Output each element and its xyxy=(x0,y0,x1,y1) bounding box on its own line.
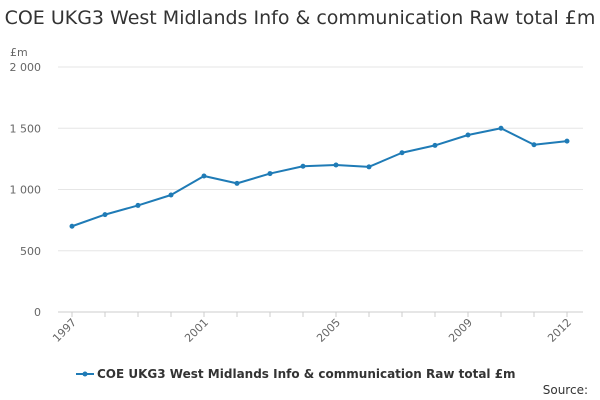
data-point[interactable] xyxy=(201,173,207,179)
y-tick-label: 2 000 xyxy=(10,61,42,74)
legend[interactable]: COE UKG3 West Midlands Info & communicat… xyxy=(76,367,516,381)
gridlines xyxy=(58,66,583,252)
x-tick-label: 2012 xyxy=(545,316,574,345)
data-point[interactable] xyxy=(267,171,273,177)
data-point[interactable] xyxy=(168,192,174,198)
data-point[interactable] xyxy=(69,223,75,229)
data-point[interactable] xyxy=(564,138,570,144)
y-tick-label: 1 000 xyxy=(10,184,42,197)
series-line-0 xyxy=(71,127,568,228)
chart-title: COE UKG3 West Midlands Info & communicat… xyxy=(4,7,596,29)
y-tick-label: 1 500 xyxy=(10,122,42,135)
data-point[interactable] xyxy=(432,142,438,148)
series-layer xyxy=(69,125,570,229)
data-point[interactable] xyxy=(531,142,537,148)
data-point[interactable] xyxy=(135,202,141,208)
x-tick-label: 2009 xyxy=(446,316,475,345)
data-point[interactable] xyxy=(465,132,471,138)
x-tick-label: 2005 xyxy=(314,316,343,345)
data-point[interactable] xyxy=(300,163,306,169)
legend-label[interactable]: COE UKG3 West Midlands Info & communicat… xyxy=(97,367,516,381)
data-point[interactable] xyxy=(366,164,372,170)
y-tick-label: 500 xyxy=(20,245,41,258)
data-point[interactable] xyxy=(234,180,240,186)
y-axis-unit-label: £m xyxy=(10,46,28,59)
legend-point-marker xyxy=(82,371,88,377)
data-point[interactable] xyxy=(498,125,504,131)
data-point[interactable] xyxy=(102,212,108,218)
data-point[interactable] xyxy=(399,150,405,156)
source-label: Source: xyxy=(543,383,588,397)
x-tick-label: 1997 xyxy=(50,316,79,345)
axes: 0 500 1 000 1 500 2 000 1997 2001 2005 2009 2012 xyxy=(10,61,583,345)
data-point[interactable] xyxy=(333,162,339,168)
x-tick-label: 2001 xyxy=(182,316,211,345)
y-tick-label: 0 xyxy=(34,306,41,319)
